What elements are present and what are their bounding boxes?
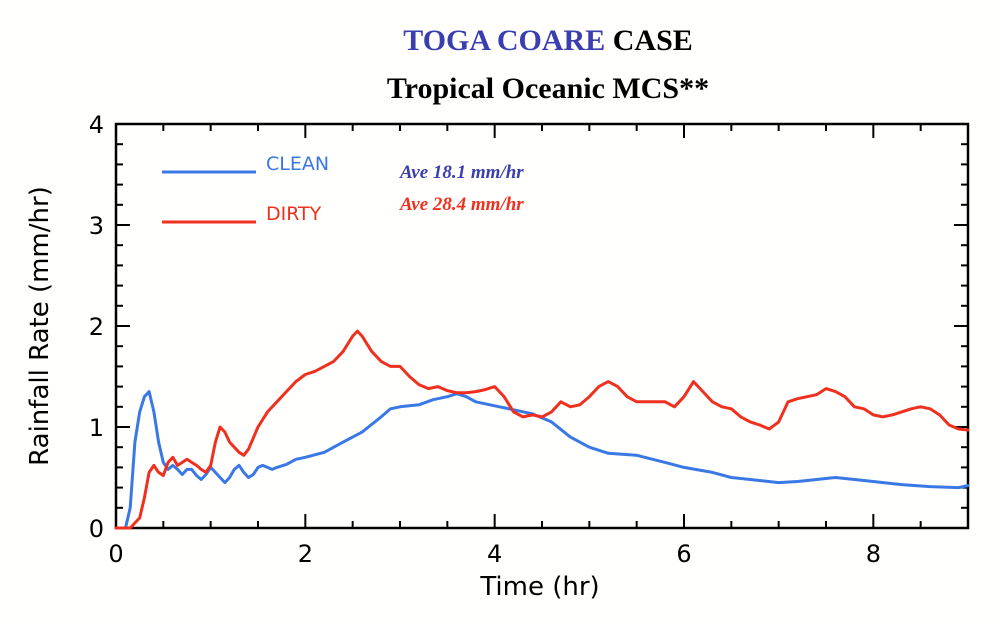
plot-frame	[114, 122, 970, 530]
annotation-dirty-average: Ave 28.4 mm/hr	[399, 194, 524, 215]
chart-subtitle: Tropical Oceanic MCS**	[387, 72, 709, 105]
y-tick-label: 4	[89, 111, 104, 139]
y-axis-label: Rainfall Rate (mm/hr)	[25, 186, 55, 466]
axis-ticks	[115, 123, 969, 529]
chart-title: TOGA COARE CASE	[403, 24, 693, 57]
title-case: CASE	[605, 24, 693, 57]
x-tick-label: 0	[108, 540, 123, 568]
series-lines	[114, 329, 970, 530]
legend-dirty-label: DIRTY	[266, 203, 322, 225]
x-tick-label: 4	[487, 540, 502, 568]
x-tick-label: 8	[866, 540, 881, 568]
x-tick-label: 2	[298, 540, 313, 568]
x-axis-label: Time (hr)	[479, 572, 599, 602]
y-tick-label: 1	[89, 414, 104, 442]
legend-clean-label: CLEAN	[266, 153, 329, 175]
legend: CLEAN DIRTY	[162, 153, 329, 225]
title-accent: TOGA COARE	[403, 24, 605, 57]
series-line-clean	[114, 390, 970, 530]
y-tick-label: 2	[89, 313, 104, 341]
annotation-clean-average: Ave 18.1 mm/hr	[399, 162, 524, 183]
y-tick-label: 3	[89, 212, 104, 240]
series-line-dirty	[114, 329, 970, 530]
y-tick-label: 0	[89, 515, 104, 543]
tick-labels: 0 2 4 6 8 0 1 2 3 4	[89, 111, 881, 568]
x-tick-label: 6	[676, 540, 691, 568]
